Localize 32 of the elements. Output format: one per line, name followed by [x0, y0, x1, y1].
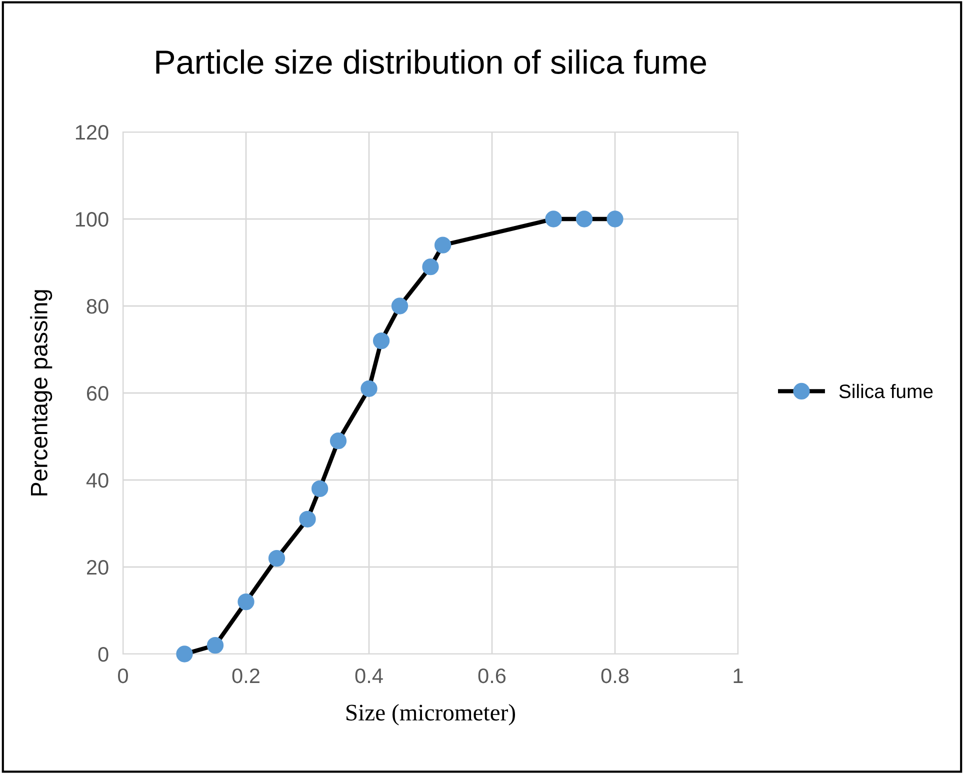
- point: [176, 646, 193, 662]
- x-tick-label: 0.8: [601, 668, 629, 684]
- point: [606, 210, 624, 228]
- y-tick-label: 100: [76, 212, 108, 227]
- point: [330, 432, 347, 450]
- x-tick-label: 0.6: [478, 668, 506, 684]
- point: [360, 380, 378, 397]
- point: [206, 636, 224, 654]
- x-tick-label: 1: [734, 668, 743, 683]
- y-axis-title: Percentage passing: [30, 290, 52, 496]
- point: [299, 510, 316, 528]
- x-tick-label: 0: [118, 668, 128, 684]
- point: [422, 258, 439, 276]
- y-tick-label: 20: [86, 560, 108, 575]
- point: [545, 210, 562, 228]
- point: [391, 298, 408, 314]
- y-tick-label: 40: [86, 473, 108, 488]
- y-tick-label: 60: [87, 386, 108, 401]
- point: [434, 236, 452, 254]
- x-tick-label: 0.4: [355, 668, 383, 684]
- point: [576, 210, 593, 228]
- chart-title: Particle size distribution of silica fume: [156, 50, 706, 74]
- y-tick-label: 0: [98, 647, 108, 662]
- x-tick-label: 0.2: [232, 668, 260, 684]
- point: [311, 480, 328, 498]
- point: [238, 593, 254, 610]
- x-axis-title: Size (micrometer): [346, 704, 516, 726]
- y-tick-label: 120: [76, 125, 108, 140]
- y-tick-label: 80: [86, 299, 108, 314]
- legend-label: Silica fume: [839, 384, 933, 398]
- point: [268, 550, 286, 567]
- point: [372, 332, 390, 350]
